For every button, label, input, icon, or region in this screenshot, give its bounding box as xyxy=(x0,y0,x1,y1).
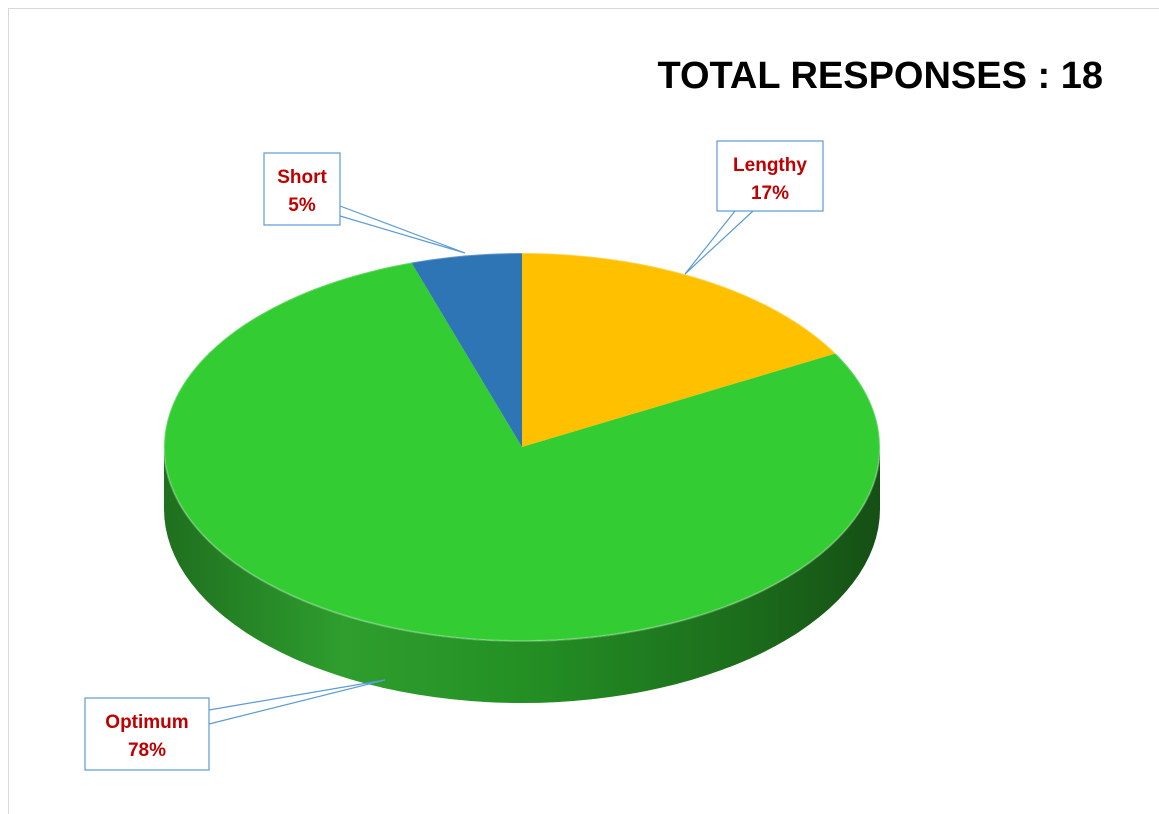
pie-slice-short xyxy=(411,253,522,447)
callout-box-lengthy xyxy=(716,140,824,212)
pie-top-face xyxy=(163,252,881,642)
leader-line-short xyxy=(339,205,466,254)
pie-data-labels: Lengthy 17% Optimum 78% Short 5% xyxy=(84,140,824,771)
leader-line-optimum xyxy=(208,679,386,725)
slice-label-optimum: Optimum xyxy=(105,712,188,733)
pie-slice-lengthy xyxy=(522,253,836,447)
slice-label-short: Short xyxy=(277,167,327,188)
callout-short: Short 5% xyxy=(263,152,466,254)
callout-optimum: Optimum 78% xyxy=(84,679,386,771)
chart-title: TOTAL RESPONSES : 18 xyxy=(657,55,1103,97)
pie-slice-optimum xyxy=(163,262,881,641)
pie-side-wall xyxy=(164,447,880,703)
callout-box-optimum xyxy=(84,697,210,771)
callout-lengthy: Lengthy 17% xyxy=(684,140,824,275)
slice-value-lengthy: 17% xyxy=(751,183,789,204)
slice-value-optimum: 78% xyxy=(128,740,166,761)
pie-side-wall-optimum xyxy=(164,447,880,703)
callout-box-short xyxy=(263,152,341,226)
pie-rim-highlight xyxy=(163,252,881,642)
slice-label-lengthy: Lengthy xyxy=(733,155,807,176)
slice-value-short: 5% xyxy=(288,195,316,216)
leader-line-lengthy xyxy=(684,210,754,275)
